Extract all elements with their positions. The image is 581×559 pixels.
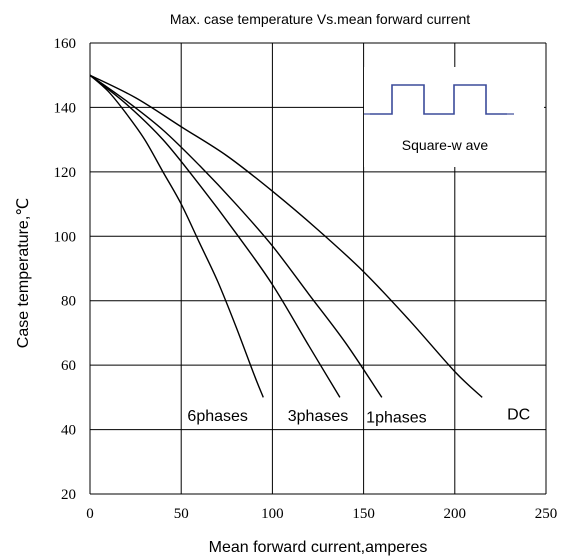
y-tick-label: 140 xyxy=(54,100,77,116)
x-tick-labels: 0 50 100 150 200 250 xyxy=(86,506,557,522)
y-tick-label: 120 xyxy=(54,165,77,181)
x-axis-label: Mean forward current,amperes xyxy=(209,539,428,556)
series-lines xyxy=(89,74,483,398)
y-tick-label: 160 xyxy=(54,36,77,52)
x-tick-label: 150 xyxy=(352,506,375,522)
y-tick-labels: 20 40 60 80 100 120 140 160 xyxy=(54,36,77,503)
series-line-6phases xyxy=(89,74,264,398)
inset-label: Square-w ave xyxy=(402,137,489,153)
y-axis-label: Case temperature,℃ xyxy=(15,198,32,349)
square-wave-line xyxy=(370,84,507,115)
y-tick-label: 20 xyxy=(61,487,76,503)
y-tick-label: 40 xyxy=(61,423,76,439)
x-tick-label: 200 xyxy=(444,506,467,522)
series-label-6phases: 6phases xyxy=(187,408,248,425)
series-line-dc xyxy=(89,74,483,398)
chart-title: Max. case temperature Vs.mean forward cu… xyxy=(170,11,470,27)
inset-background xyxy=(364,67,544,167)
square-wave-inset: Square-w ave xyxy=(364,67,544,167)
series-line-1phases xyxy=(89,74,383,398)
series-labels: 6phases 3phases 1phases DC xyxy=(187,406,530,426)
series-label-dc: DC xyxy=(507,406,530,423)
y-tick-label: 100 xyxy=(54,229,77,245)
series-label-1phases: 1phases xyxy=(366,410,427,427)
x-tick-label: 100 xyxy=(261,506,284,522)
x-tick-label: 50 xyxy=(174,506,189,522)
x-tick-label: 0 xyxy=(86,506,94,522)
y-tick-label: 80 xyxy=(61,294,76,310)
series-label-3phases: 3phases xyxy=(288,408,349,425)
y-tick-label: 60 xyxy=(61,358,76,374)
x-tick-label: 250 xyxy=(535,506,558,522)
series-line-3phases xyxy=(89,74,341,398)
